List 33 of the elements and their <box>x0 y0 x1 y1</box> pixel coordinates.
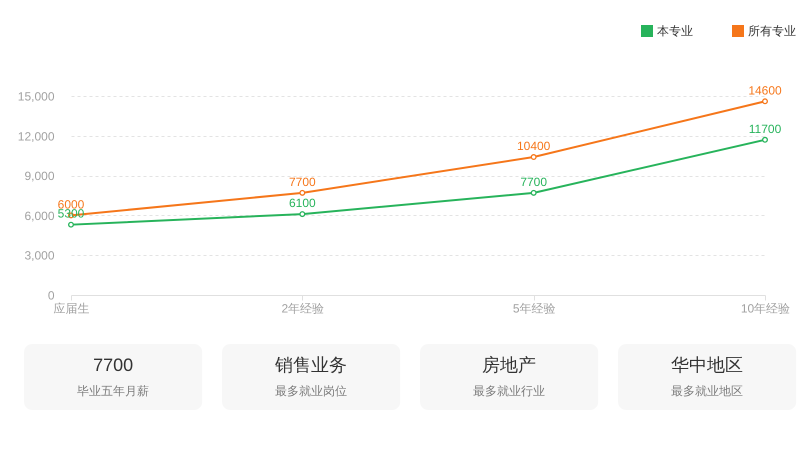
data-label: 7700 <box>288 174 316 189</box>
text: 7700 <box>93 355 134 375</box>
y-tick-label: 6,000 <box>24 208 55 223</box>
point <box>299 211 306 218</box>
point <box>530 190 537 196</box>
y-tick-label: 0 <box>48 288 55 302</box>
legend-label: 本专业 <box>657 24 693 38</box>
data-label: 6100 <box>288 196 316 210</box>
text: 最多就业行业 <box>473 384 546 398</box>
point <box>68 222 74 228</box>
text: 毕业五年月薪 <box>77 384 150 398</box>
point <box>530 154 537 160</box>
text: 销售业务 <box>274 355 348 375</box>
legend-label: 所有专业 <box>748 24 796 38</box>
x-tick-label: 5年经验 <box>512 302 556 316</box>
y-tick-label: 15,000 <box>18 90 55 104</box>
point <box>762 136 768 143</box>
text: 房地产 <box>482 355 536 375</box>
data-label: 10400 <box>516 139 551 154</box>
x-tick-label: 2年经验 <box>281 302 324 316</box>
point <box>762 98 768 104</box>
data-label: 11700 <box>748 122 782 136</box>
text: 华中地区 <box>671 355 744 375</box>
y-tick-label: 12,000 <box>18 129 55 144</box>
x-tick-label: 应届生 <box>54 302 90 316</box>
text: 最多就业岗位 <box>275 384 348 398</box>
y-tick-label: 9,000 <box>24 169 55 184</box>
point <box>299 190 306 196</box>
text: 最多就业地区 <box>671 384 744 398</box>
data-label: 14600 <box>748 83 782 98</box>
x-tick-label: 10年经验 <box>740 302 790 316</box>
y-tick-label: 3,000 <box>24 248 55 263</box>
data-label: 7700 <box>520 174 548 189</box>
